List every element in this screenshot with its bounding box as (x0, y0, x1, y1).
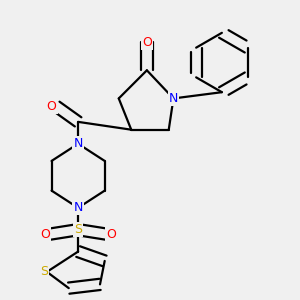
Text: O: O (106, 228, 116, 241)
Text: O: O (40, 228, 50, 241)
Text: O: O (142, 36, 152, 49)
Text: O: O (46, 100, 56, 113)
Text: S: S (40, 266, 48, 278)
Text: N: N (169, 92, 178, 105)
Text: S: S (74, 223, 82, 236)
Text: N: N (74, 137, 83, 150)
Text: N: N (74, 201, 83, 214)
